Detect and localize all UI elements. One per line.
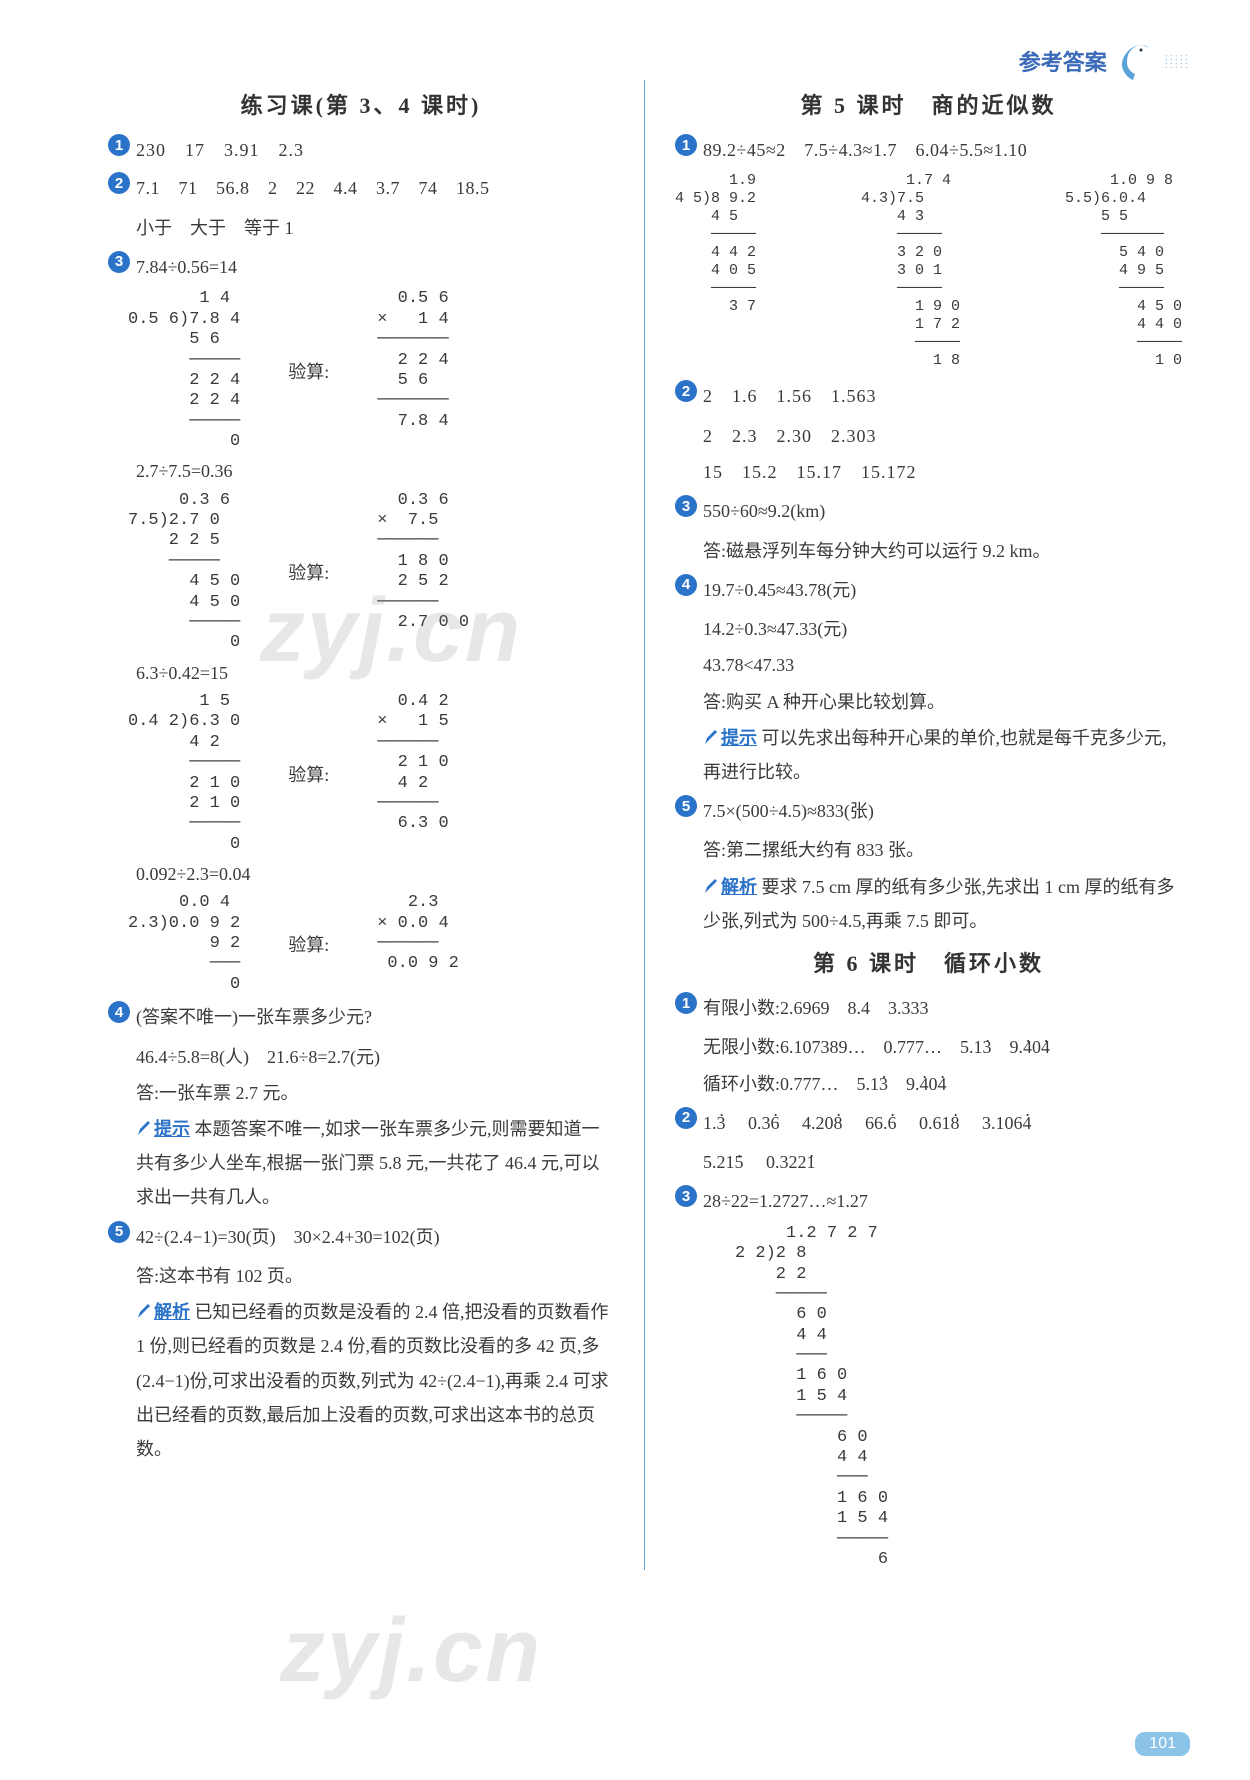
badge-3: 3 xyxy=(108,251,130,273)
dolphin-icon xyxy=(1117,40,1155,82)
q2-line2: 小于 大于 等于 1 xyxy=(108,211,614,245)
r6-q1-c: 循环小数:0.777… 5.13 9.404 xyxy=(675,1067,1182,1101)
header-dots: ::::::::::::::: xyxy=(1165,55,1190,67)
badge-4: 4 xyxy=(108,1001,130,1023)
pencil-icon xyxy=(703,723,719,741)
pencil-icon xyxy=(136,1297,152,1315)
q5-explanation: 解析 已知已经看的页数是没看的 2.4 倍,把没看的页数看作 1 份,则已经看的… xyxy=(108,1295,614,1466)
r-q4-hint: 提示 可以先求出每种开心果的单价,也就是每千克多少元,再进行比较。 xyxy=(675,721,1182,789)
division-3: 1 5 0.4 2)6.3 0 4 2 ───── 2 1 0 2 1 0 ──… xyxy=(128,692,614,855)
q4: 4 (答案不唯一)一张车票多少元? xyxy=(108,1001,614,1033)
division-6: 1.2 7 2 7 2 2)2 8 2 2 ───── 6 0 4 4 ─── … xyxy=(735,1224,1182,1571)
badge-4: 4 xyxy=(675,574,697,596)
badge-2: 2 xyxy=(675,380,697,402)
division-2: 0.3 6 7.5)2.7 0 2 2 5 ───── 4 5 0 4 5 0 … xyxy=(128,491,614,654)
badge-1: 1 xyxy=(675,134,697,156)
r-q2-l3: 15 15.2 15.17 15.172 xyxy=(675,455,1182,489)
r-q4-ans: 答:购买 A 种开心果比较划算。 xyxy=(675,685,1182,719)
pencil-icon xyxy=(136,1114,152,1132)
division-4: 0.0 4 2.3)0.0 9 2 9 2 ─── 0 验算: 2.3 × 0.… xyxy=(128,893,614,995)
r6-q2-b: 5.215 0.3221 xyxy=(675,1145,1182,1179)
section-title-34: 练习课(第 3、4 课时) xyxy=(108,88,614,120)
r-q5: 5 7.5×(500÷4.5)≈833(张) xyxy=(675,795,1182,827)
r-q4-l3: 43.78<47.33 xyxy=(675,648,1182,682)
q5: 5 42÷(2.4−1)=30(页) 30×2.4+30=102(页) xyxy=(108,1221,614,1253)
r-q5-expl: 解析 要求 7.5 cm 厚的纸有多少张,先求出 1 cm 厚的纸有多少张,列式… xyxy=(675,870,1182,938)
badge-1: 1 xyxy=(108,134,130,156)
badge-5: 5 xyxy=(108,1221,130,1243)
left-column: 练习课(第 3、4 课时) 1 230 17 3.91 2.3 2 7.1 71… xyxy=(90,80,645,1570)
section-title-5: 第 5 课时 商的近似数 xyxy=(675,88,1182,120)
badge-2: 2 xyxy=(108,172,130,194)
right-column: 第 5 课时 商的近似数 1 89.2÷45≈2 7.5÷4.3≈1.7 6.0… xyxy=(645,80,1200,1570)
badge-3: 3 xyxy=(675,495,697,517)
eq2: 2.7÷7.5=0.36 xyxy=(108,454,614,488)
page-number: 101 xyxy=(1135,1732,1190,1756)
q3: 3 7.84÷0.56=14 xyxy=(108,251,614,283)
r-q2-l2: 2 2.3 2.30 2.303 xyxy=(675,419,1182,453)
q5-answer: 答:这本书有 102 页。 xyxy=(108,1259,614,1293)
r6-q3: 3 28÷22=1.2727…≈1.27 xyxy=(675,1185,1182,1217)
q4-calc: 46.4÷5.8=8(人) 21.6÷8=2.7(元) xyxy=(108,1040,614,1074)
page-header: 参考答案 ::::::::::::::: xyxy=(1019,40,1190,82)
eq3: 6.3÷0.42=15 xyxy=(108,656,614,690)
r-q1: 1 89.2÷45≈2 7.5÷4.3≈1.7 6.04÷5.5≈1.10 xyxy=(675,134,1182,166)
r-q2: 2 2 1.6 1.56 1.563 xyxy=(675,380,1182,412)
r-q4-l2: 14.2÷0.3≈47.33(元) xyxy=(675,612,1182,646)
division-1: 1 4 0.5 6)7.8 4 5 6 ───── 2 2 4 2 2 4 ──… xyxy=(128,289,614,452)
q2: 2 7.1 71 56.8 2 22 4.4 3.7 74 18.5 xyxy=(108,172,614,204)
r-q3: 3 550÷60≈9.2(km) xyxy=(675,495,1182,527)
q4-hint: 提示 本题答案不唯一,如求一张车票多少元,则需要知道一共有多少人坐车,根据一张门… xyxy=(108,1112,614,1215)
r6-q1: 1 有限小数:2.6969 8.4 3.333 xyxy=(675,992,1182,1024)
eq4: 0.092÷2.3=0.04 xyxy=(108,857,614,891)
q1: 1 230 17 3.91 2.3 xyxy=(108,134,614,166)
badge-3: 3 xyxy=(675,1185,697,1207)
badge-5: 5 xyxy=(675,795,697,817)
q4-answer: 答:一张车票 2.7 元。 xyxy=(108,1076,614,1110)
header-title: 参考答案 xyxy=(1019,45,1107,77)
r-q3-ans: 答:磁悬浮列车每分钟大约可以运行 9.2 km。 xyxy=(675,534,1182,568)
badge-1: 1 xyxy=(675,992,697,1014)
r6-q2: 2 1.3 0.36 4.208 66.6 0.618 3.1064 xyxy=(675,1107,1182,1139)
three-divisions: 1.9 4 5)8 9.2 4 5 ───── 4 4 2 4 0 5 ────… xyxy=(675,172,1182,370)
r6-q1-b: 无限小数:6.107389… 0.777… 5.13 9.404 xyxy=(675,1030,1182,1064)
r-q5-ans: 答:第二摞纸大约有 833 张。 xyxy=(675,833,1182,867)
r-q4: 4 19.7÷0.45≈43.78(元) xyxy=(675,574,1182,606)
watermark: zyj.cn xyxy=(280,1600,542,1703)
pencil-icon xyxy=(703,872,719,890)
badge-2: 2 xyxy=(675,1107,697,1129)
content-columns: 练习课(第 3、4 课时) 1 230 17 3.91 2.3 2 7.1 71… xyxy=(90,80,1200,1570)
section-title-6: 第 6 课时 循环小数 xyxy=(675,946,1182,978)
